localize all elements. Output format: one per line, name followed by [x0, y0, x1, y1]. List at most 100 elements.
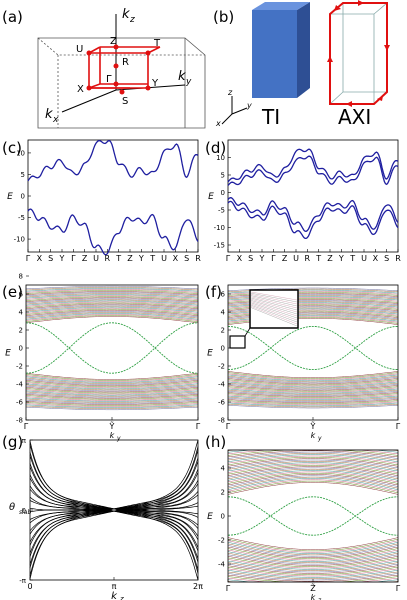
- bulk-band-lower: [227, 559, 399, 569]
- x-tick-label: 0: [27, 582, 32, 591]
- bulk-band-upper: [227, 464, 399, 475]
- x-tick-label: U: [361, 254, 367, 263]
- x-axis-label: k: [311, 431, 316, 440]
- panel-b-figure: (b) z y x TI AXI: [213, 0, 390, 129]
- bulk-band-lower: [227, 551, 399, 562]
- point-U: U: [76, 44, 83, 55]
- x-axis-label: k: [111, 591, 118, 600]
- bulk-band-upper: [25, 315, 199, 322]
- bulk-band-lower: [227, 377, 399, 384]
- bulk-band-upper: [25, 291, 199, 295]
- bulk-band-lower: [227, 552, 399, 564]
- x-tick-label: Γ: [196, 422, 201, 431]
- bulk-band-upper: [25, 297, 199, 302]
- y-tick-label: -π: [19, 577, 27, 585]
- bulk-band-lower: [227, 398, 399, 402]
- chart-h: 4 2 0 -2 -4 Γ Z̃ Γ Ekz: [207, 449, 401, 600]
- x-tick-label: X: [237, 254, 243, 263]
- bulk-band-upper: [25, 313, 199, 320]
- band-line-1: [227, 155, 399, 186]
- bulk-band-lower: [25, 374, 199, 381]
- inset-line: [250, 293, 298, 303]
- bulk-band-upper: [25, 314, 199, 321]
- ky-label: k: [178, 69, 186, 84]
- x-tick-label: R: [195, 254, 201, 263]
- bulk-band-lower: [25, 391, 199, 397]
- bulk-band-lower: [227, 554, 399, 565]
- bulk-band-upper: [227, 479, 399, 492]
- x-tick-label: Γ: [24, 422, 29, 431]
- bulk-band-lower: [227, 543, 399, 556]
- bulk-band-lower: [227, 570, 399, 578]
- kx-label: k: [45, 107, 53, 122]
- bulk-band-lower: [25, 401, 199, 405]
- bulk-band-lower: [25, 384, 199, 391]
- bulk-band-upper: [25, 292, 199, 297]
- y-tick-label: 6: [19, 291, 24, 299]
- bulk-band-lower: [25, 377, 199, 384]
- y-tick-label: -2: [16, 363, 23, 371]
- bulk-band-upper: [25, 303, 199, 310]
- y-tick-label: 0: [22, 507, 26, 515]
- bulk-band-lower: [227, 403, 399, 408]
- x-tick-label: X: [173, 254, 179, 263]
- bulk-band-lower: [25, 394, 199, 399]
- y-tick-label: 4: [221, 465, 226, 473]
- bulk-band-lower: [227, 557, 399, 568]
- x-axis-label-sub: z: [317, 597, 322, 600]
- y-axis-label: θ: [9, 502, 15, 513]
- band-line-0: [227, 148, 399, 183]
- point-Gamma: Γ: [106, 74, 112, 85]
- x-tick-label: Ỹ: [109, 421, 115, 431]
- point-Z: Z: [110, 36, 117, 47]
- bulk-band-lower: [227, 388, 399, 394]
- bulk-band-lower: [25, 372, 199, 380]
- bulk-band-upper: [25, 295, 199, 300]
- x-tick-label: Y: [138, 254, 144, 263]
- bulk-band-lower: [227, 537, 399, 550]
- y-tick-label: -10: [14, 236, 25, 244]
- bulk-band-upper: [25, 304, 199, 311]
- bulk-band-lower: [25, 396, 199, 401]
- bulk-band-upper: [25, 285, 199, 290]
- x-tick-label: Γ: [396, 422, 401, 431]
- bulk-band-lower: [227, 381, 399, 388]
- y-tick-label: π: [22, 437, 27, 445]
- y-tick-label: -6: [218, 399, 226, 407]
- bulk-band-lower: [25, 383, 199, 390]
- bulk-band-lower: [25, 395, 199, 400]
- bulk-band-lower: [227, 545, 399, 557]
- bulk-band-lower: [227, 400, 399, 405]
- y-axis-label: E: [5, 349, 11, 359]
- surface-state: [25, 322, 199, 374]
- x-tick-label: Z: [82, 254, 88, 263]
- bulk-band-lower: [227, 382, 399, 389]
- band-line-2: [227, 197, 399, 232]
- bulk-band-upper: [227, 470, 399, 481]
- inset-line: [250, 297, 298, 311]
- bulk-band-upper: [227, 462, 399, 472]
- y-tick-label: 8: [19, 273, 23, 281]
- x-axis-label: k: [110, 431, 115, 440]
- panel-g-label: (g): [2, 433, 23, 451]
- bulk-band-upper: [25, 300, 199, 306]
- kz-label: k: [122, 7, 130, 22]
- inset-line: [250, 306, 298, 325]
- bulk-band-upper: [25, 299, 199, 305]
- bulk-band-lower: [25, 376, 199, 383]
- plot-frame: [227, 139, 399, 253]
- bulk-band-lower: [227, 563, 399, 573]
- bulk-band-lower: [227, 548, 399, 560]
- x-tick-label: Γ: [396, 584, 401, 593]
- inset-marker: [229, 335, 246, 349]
- bulk-band-upper: [25, 309, 199, 317]
- y-tick-label: -2: [218, 537, 225, 545]
- bulk-band-lower: [227, 372, 399, 379]
- y-axis-label: E: [207, 512, 213, 522]
- bulk-band-lower: [25, 378, 199, 385]
- bulk-band-lower: [227, 396, 399, 401]
- y-tick-label: -8: [218, 417, 225, 425]
- bulk-band-upper: [227, 472, 399, 484]
- y-tick-label: 10: [16, 149, 25, 157]
